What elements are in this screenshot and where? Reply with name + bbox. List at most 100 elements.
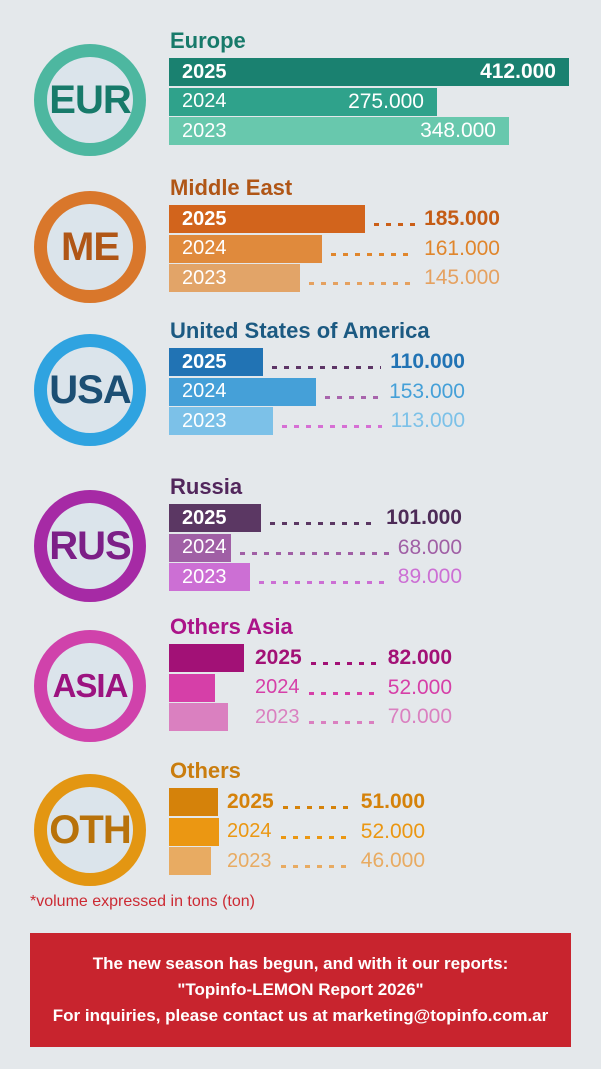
value-label: 153.000 <box>389 379 465 403</box>
bar-2024: 2024 <box>169 377 316 406</box>
year-label: 2023 <box>182 119 227 142</box>
row-labels: 2023 46.000 <box>227 847 425 875</box>
row-labels: 2025 51.000 <box>227 788 425 816</box>
dotted-leader <box>325 395 381 399</box>
bar-row-2023: 2023 145.000 <box>169 264 500 292</box>
section-content: Russia 2025 101.000 2024 68.000 2023 89.000 <box>169 474 601 593</box>
badge-column: EUR <box>0 28 169 156</box>
badge-column: RUS <box>0 474 169 602</box>
region-title: Europe <box>170 28 246 53</box>
value-label: 113.000 <box>390 409 465 432</box>
year-label: 2023 <box>182 565 227 588</box>
bar-2023: 2023 <box>169 563 250 591</box>
middle-east-badge-icon: ME <box>34 191 146 303</box>
dotted-leader <box>282 806 352 809</box>
bar-2024 <box>169 817 219 846</box>
bar-2024: 2024 <box>169 533 231 562</box>
value-label: 412.000 <box>480 60 556 83</box>
bar-2025: 2025 412.000 <box>169 58 569 86</box>
others-badge-icon: OTH <box>34 774 146 886</box>
value-label: 70.000 <box>387 705 452 728</box>
bar-2023: 2023 <box>169 264 300 292</box>
bar-row-2023: 2023 89.000 <box>169 563 462 591</box>
value-label: 51.000 <box>360 790 425 813</box>
footer-banner: The new season has begun, and with it ou… <box>30 933 571 1047</box>
dotted-leader <box>308 721 379 724</box>
section-content: Others Asia 2025 82.000 2024 52.000 2023 70.00… <box>169 614 601 733</box>
dotted-leader <box>280 865 352 868</box>
year-label: 2024 <box>255 676 300 698</box>
row-labels: 2024 52.000 <box>227 818 425 846</box>
bar-2023 <box>169 847 211 875</box>
banner-line-3: For inquiries, please contact us at mark… <box>52 1006 549 1025</box>
section-content: Others 2025 51.000 2024 52.000 2023 46.000 <box>169 758 601 877</box>
bar-row-2025: 2025 185.000 <box>169 205 500 233</box>
dotted-leader <box>240 551 389 555</box>
year-label: 2025 <box>182 506 227 529</box>
bar-row-2025: 2025 412.000 <box>169 58 569 86</box>
dotted-leader <box>308 691 379 695</box>
section-others: OTH Others 2025 51.000 2024 52.000 2023 46.000 <box>0 758 601 886</box>
bar-2023: 2023 348.000 <box>169 117 509 145</box>
year-label: 2023 <box>182 409 227 432</box>
unit-note: *volume expressed in tons (ton) <box>30 893 255 910</box>
section-others-asia: ASIA Others Asia 2025 82.000 2024 52.000 2023 7… <box>0 614 601 742</box>
value-label: 52.000 <box>387 675 452 699</box>
bar-2024: 2024 275.000 <box>169 87 437 116</box>
bar-2023: 2023 <box>169 407 273 435</box>
section-middle-east: ME Middle East 2025 185.000 2024 161.000 2023 1… <box>0 175 601 303</box>
bar-row-2023: 2023 348.000 <box>169 117 569 145</box>
year-label: 2023 <box>227 849 272 872</box>
row-labels: 2023 70.000 <box>255 703 452 731</box>
usa-badge-icon: USA <box>34 334 146 446</box>
others-asia-badge-icon: ASIA <box>34 630 146 742</box>
year-label: 2025 <box>255 646 302 669</box>
value-label: 275.000 <box>348 89 424 113</box>
bar-2025: 2025 <box>169 348 263 376</box>
value-label: 161.000 <box>424 236 500 260</box>
section-content: Europe 2025 412.000 2024 275.000 2023 348.000 <box>169 28 601 147</box>
dotted-leader <box>272 366 382 369</box>
year-label: 2024 <box>182 380 227 402</box>
year-label: 2024 <box>182 237 227 259</box>
bar-row-2024: 2024 161.000 <box>169 234 500 263</box>
year-label: 2023 <box>182 266 227 289</box>
value-label: 68.000 <box>397 535 462 559</box>
bar-row-2024: 2024 52.000 <box>169 817 425 846</box>
region-title: Others <box>170 758 241 783</box>
badge-label: USA <box>49 367 131 412</box>
row-labels: 2024 52.000 <box>255 674 452 702</box>
dotted-leader <box>309 282 416 285</box>
bar-2023 <box>169 703 228 731</box>
bar-row-2024: 2024 275.000 <box>169 87 569 116</box>
region-title: Others Asia <box>170 614 293 639</box>
badge-label: OTH <box>49 807 131 852</box>
badge-label: EUR <box>49 77 131 122</box>
value-label: 82.000 <box>387 646 452 669</box>
badge-label: ASIA <box>52 667 129 704</box>
region-title: Russia <box>170 474 243 499</box>
value-label: 52.000 <box>360 819 425 843</box>
europe-badge-icon: EUR <box>34 44 146 156</box>
section-russia: RUS Russia 2025 101.000 2024 68.000 2023 89.000 <box>0 474 601 602</box>
bar-row-2025: 2025 51.000 <box>169 788 425 816</box>
dotted-leader <box>282 425 382 428</box>
badge-label: ME <box>61 224 120 269</box>
russia-badge-icon: RUS <box>34 490 146 602</box>
bar-2025 <box>169 644 244 672</box>
value-label: 348.000 <box>420 119 496 142</box>
bar-row-2023: 2023 113.000 <box>169 407 465 435</box>
year-label: 2025 <box>227 790 274 813</box>
year-label: 2025 <box>182 350 227 373</box>
dotted-leader <box>280 835 352 839</box>
section-content: Middle East 2025 185.000 2024 161.000 2023 145… <box>169 175 601 294</box>
bar-2025: 2025 <box>169 205 365 233</box>
banner-line-1: The new season has begun, and with it ou… <box>92 954 509 973</box>
bar-row-2024: 2024 153.000 <box>169 377 465 406</box>
badge-column: ME <box>0 175 169 303</box>
dotted-leader <box>374 223 416 226</box>
badge-column: USA <box>0 318 169 446</box>
bar-2024: 2024 <box>169 234 322 263</box>
value-label: 145.000 <box>424 266 500 289</box>
